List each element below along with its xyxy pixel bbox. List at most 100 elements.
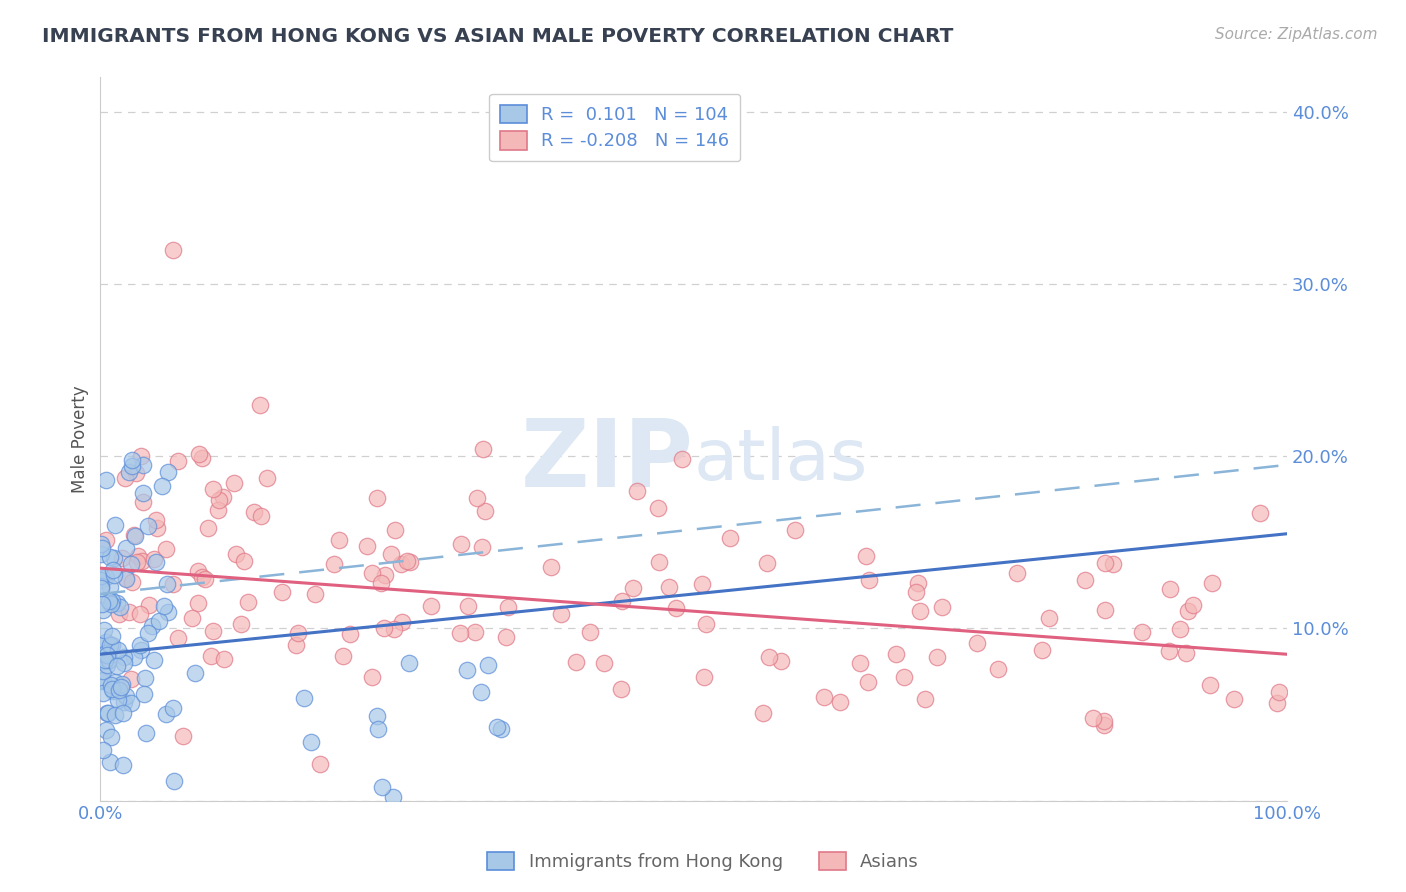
Point [98, 653, 121, 667]
Point [367, 722, 389, 736]
Point [97, 594, 120, 608]
Point [105, 659, 128, 673]
Point [115, 689, 138, 703]
Point [184, 665, 207, 680]
Point [665, 601, 688, 615]
Text: ZIP: ZIP [520, 415, 693, 507]
Point [197, 521, 219, 535]
Point [94, 474, 117, 488]
Point [450, 536, 472, 550]
Point [96, 635, 118, 649]
Point [98, 638, 121, 652]
Point [124, 650, 146, 665]
Point [101, 563, 124, 577]
Point [173, 729, 195, 743]
Point [371, 780, 394, 794]
Point [856, 674, 879, 689]
Point [155, 706, 177, 721]
Point [100, 597, 122, 611]
Point [103, 684, 125, 698]
Point [108, 599, 131, 614]
Point [122, 528, 145, 542]
Point [361, 566, 384, 580]
Point [90, 569, 112, 583]
Point [90, 547, 112, 561]
Point [752, 706, 775, 721]
Point [96, 657, 118, 672]
Point [647, 501, 669, 516]
Point [142, 552, 165, 566]
Point [579, 624, 602, 639]
Point [1094, 603, 1116, 617]
Point [145, 555, 167, 569]
Point [167, 454, 190, 468]
Point [914, 692, 936, 706]
Point [1198, 678, 1220, 692]
Text: Source: ZipAtlas.com: Source: ZipAtlas.com [1215, 27, 1378, 42]
Point [90, 638, 112, 652]
Point [564, 655, 586, 669]
Point [114, 471, 136, 485]
Point [131, 642, 153, 657]
Point [471, 540, 494, 554]
Point [373, 622, 395, 636]
Point [848, 656, 870, 670]
Point [212, 651, 235, 665]
Point [389, 557, 412, 571]
Point [134, 687, 156, 701]
Point [366, 491, 388, 506]
Point [884, 647, 907, 661]
Point [120, 696, 142, 710]
Point [162, 774, 184, 789]
Point [830, 695, 852, 709]
Point [486, 721, 509, 735]
Point [100, 730, 122, 744]
Point [966, 636, 988, 650]
Point [115, 572, 138, 586]
Point [322, 558, 344, 572]
Point [1130, 625, 1153, 640]
Point [770, 654, 793, 668]
Point [540, 559, 562, 574]
Point [91, 654, 114, 668]
Point [1267, 696, 1289, 710]
Point [150, 478, 173, 492]
Point [201, 624, 224, 638]
Point [243, 505, 266, 519]
Point [489, 722, 512, 736]
Point [110, 680, 132, 694]
Point [931, 600, 953, 615]
Point [97, 706, 120, 720]
Point [112, 656, 135, 670]
Point [91, 686, 114, 700]
Point [339, 627, 361, 641]
Point [90, 673, 112, 688]
Point [200, 648, 222, 663]
Point [1092, 714, 1115, 729]
Point [138, 599, 160, 613]
Point [1005, 566, 1028, 581]
Point [131, 554, 153, 568]
Point [271, 585, 294, 599]
Point [1268, 684, 1291, 698]
Point [1249, 506, 1271, 520]
Point [128, 607, 150, 621]
Point [399, 555, 422, 569]
Point [120, 672, 142, 686]
Y-axis label: Male Poverty: Male Poverty [72, 385, 89, 493]
Point [718, 532, 741, 546]
Point [366, 708, 388, 723]
Point [470, 685, 492, 699]
Point [127, 549, 149, 563]
Point [104, 518, 127, 533]
Point [1201, 575, 1223, 590]
Point [332, 648, 354, 663]
Point [249, 398, 271, 412]
Point [370, 576, 392, 591]
Point [813, 690, 835, 704]
Point [132, 494, 155, 508]
Point [904, 585, 927, 599]
Point [132, 458, 155, 472]
Point [1182, 598, 1205, 612]
Point [356, 539, 378, 553]
